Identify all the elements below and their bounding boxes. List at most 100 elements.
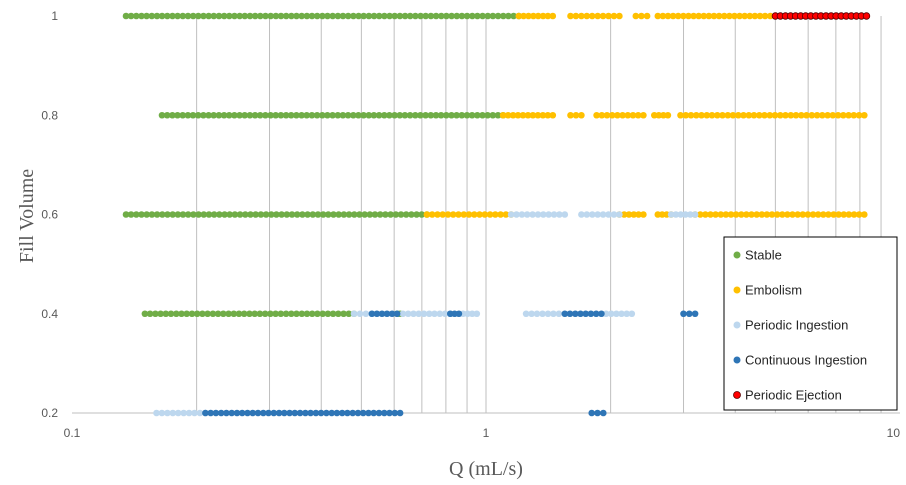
data-point [246, 12, 254, 20]
data-point [610, 12, 618, 20]
data-point [589, 211, 596, 218]
data-point [268, 211, 275, 218]
data-point [680, 310, 687, 318]
data-point [539, 310, 546, 318]
data-point [287, 111, 295, 119]
data-point [375, 12, 383, 20]
data-point [404, 310, 412, 318]
data-point [599, 12, 607, 20]
data-point [153, 12, 161, 20]
data-point [592, 310, 600, 318]
data-point [281, 409, 288, 417]
data-point [194, 111, 202, 119]
data-point [691, 310, 699, 318]
data-point [319, 12, 326, 20]
data-point [680, 12, 687, 20]
data-point [396, 12, 404, 20]
data-point [773, 211, 781, 218]
data-point [401, 12, 409, 20]
data-point [314, 310, 321, 318]
data-point [319, 310, 327, 318]
data-point [750, 111, 758, 119]
data-point [522, 310, 530, 318]
x-tick-label: 10 [887, 426, 901, 440]
data-point [460, 211, 468, 218]
data-point [240, 310, 248, 318]
data-point [505, 12, 512, 20]
data-point [782, 111, 789, 119]
data-point [209, 310, 217, 318]
data-point [215, 12, 223, 20]
data-point [453, 12, 461, 20]
data-point [365, 12, 373, 20]
data-point [335, 310, 342, 318]
data-point [354, 409, 362, 417]
data-point [794, 211, 801, 218]
data-point [212, 409, 220, 417]
data-point [519, 111, 527, 119]
data-point [184, 12, 192, 20]
data-point [288, 12, 295, 20]
data-point [356, 211, 363, 218]
series-periodic-ejection [771, 12, 871, 20]
data-point [277, 310, 285, 318]
data-point [202, 409, 209, 417]
data-point [685, 12, 692, 20]
data-point [422, 12, 430, 20]
legend-marker [733, 356, 741, 364]
series-continuous-ingestion [202, 310, 699, 417]
data-point [555, 310, 563, 318]
data-point [766, 111, 774, 119]
data-point [308, 310, 316, 318]
data-point [231, 111, 238, 119]
data-point [291, 409, 299, 417]
data-point [241, 111, 248, 119]
data-point [159, 211, 166, 218]
data-point [220, 310, 227, 318]
data-point [344, 111, 352, 119]
data-point [608, 111, 616, 119]
data-point [455, 211, 462, 218]
data-point [726, 12, 733, 20]
data-point [803, 111, 810, 119]
data-point [216, 211, 223, 218]
data-point [504, 111, 512, 119]
data-point [583, 211, 591, 218]
data-point [256, 111, 264, 119]
data-point [196, 409, 204, 417]
data-point [324, 12, 331, 20]
data-point [383, 310, 391, 318]
data-point [272, 310, 279, 318]
data-point [370, 12, 378, 20]
data-point [350, 111, 357, 119]
data-point [572, 111, 580, 119]
data-point [523, 211, 531, 218]
data-point [588, 12, 596, 20]
data-point [640, 211, 647, 218]
data-point [288, 310, 295, 318]
data-point [761, 111, 768, 119]
series-stable [122, 12, 523, 318]
data-point [251, 310, 258, 318]
data-point [427, 12, 435, 20]
data-point [225, 310, 232, 318]
data-point [324, 111, 331, 119]
data-point [378, 310, 386, 318]
data-point [845, 211, 853, 218]
data-point [484, 12, 492, 20]
data-point [412, 111, 419, 119]
data-point [834, 111, 842, 119]
data-point [207, 409, 214, 417]
data-point [122, 211, 130, 218]
data-point [392, 211, 400, 218]
data-point [298, 111, 305, 119]
data-point [413, 211, 420, 218]
data-point [469, 12, 476, 20]
data-point [355, 111, 362, 119]
data-point [710, 12, 718, 20]
data-point [767, 12, 774, 20]
data-point [138, 211, 145, 218]
data-point [544, 12, 552, 20]
data-point [497, 211, 504, 218]
data-point [349, 409, 357, 417]
